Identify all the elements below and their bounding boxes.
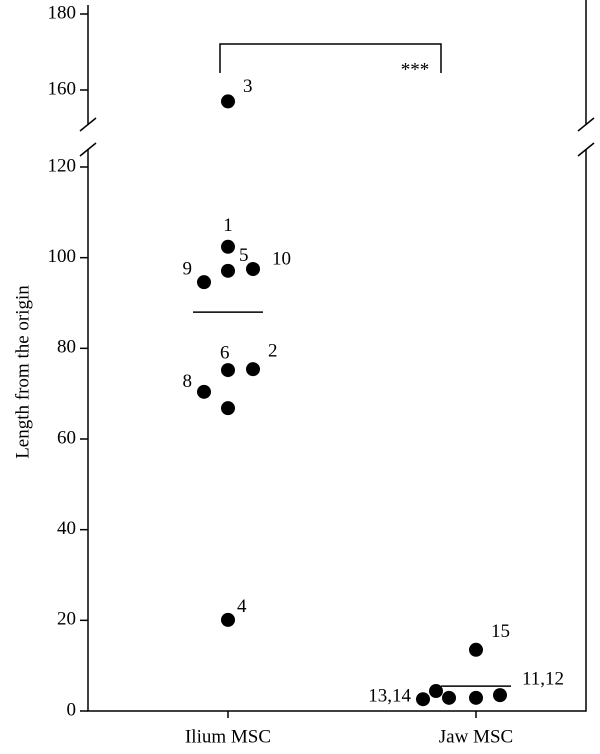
point-label: 13,14 (368, 686, 411, 707)
point-label: 1 (223, 215, 233, 236)
y-tick-label: 80 (57, 337, 76, 358)
y-axis-label: Length from the origin (12, 285, 33, 459)
point-label: 8 (183, 371, 193, 392)
x-tick-label: Ilium MSC (185, 726, 271, 747)
point-label: 11,12 (522, 668, 564, 689)
point-label: 3 (243, 76, 253, 97)
axes (87, 0, 587, 712)
data-point (221, 94, 235, 109)
data-point (221, 401, 235, 416)
point-label: 15 (491, 621, 510, 642)
y-tick-label: 120 (48, 155, 77, 176)
point-label: 5 (239, 245, 249, 266)
data-point (197, 384, 211, 399)
data-point (221, 612, 235, 627)
point-label: 10 (272, 248, 291, 269)
data-point (221, 363, 235, 378)
data-point (221, 239, 235, 254)
point-label: 2 (268, 341, 278, 362)
data-point (493, 688, 507, 703)
data-point (469, 642, 483, 657)
significance-label: *** (401, 59, 430, 80)
data-point (416, 692, 430, 707)
y-tick-label: 40 (57, 518, 76, 539)
y-tick-label: 0 (67, 699, 77, 720)
data-point (442, 690, 456, 705)
data-point (429, 684, 443, 699)
y-tick-label: 100 (48, 246, 77, 267)
point-label: 6 (220, 342, 230, 363)
y-tick-label: 160 (48, 78, 77, 99)
y-tick-label: 20 (57, 609, 76, 630)
y-tick-label: 180 (48, 2, 77, 23)
data-point (221, 263, 235, 278)
x-tick-label: Jaw MSC (439, 726, 513, 747)
point-label: 4 (237, 596, 247, 617)
significance-bracket (219, 43, 442, 73)
y-tick-label: 60 (57, 427, 76, 448)
point-label: 9 (183, 259, 193, 280)
data-point (197, 275, 211, 290)
data-point (246, 362, 260, 377)
data-point (469, 690, 483, 705)
axis-break (79, 117, 595, 157)
data-point (246, 262, 260, 276)
